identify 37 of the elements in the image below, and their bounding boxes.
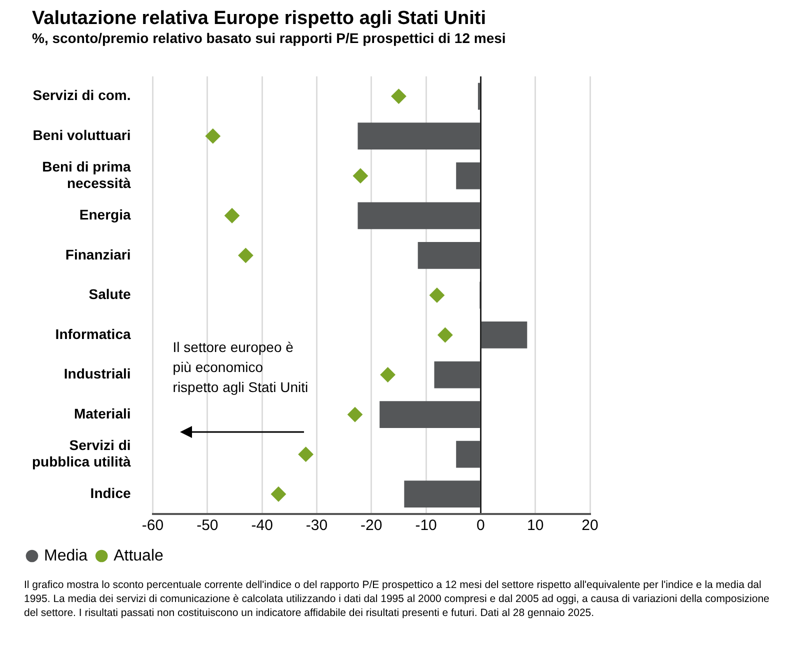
point xyxy=(224,208,240,224)
y-tick-label: Beni di prima necessità xyxy=(42,158,131,192)
point xyxy=(347,407,362,422)
y-tick-label: Indice xyxy=(90,484,131,501)
point xyxy=(298,446,314,462)
point xyxy=(238,248,254,263)
x-tick-label: -10 xyxy=(415,517,437,534)
x-tick-label: -20 xyxy=(360,517,382,534)
y-tick-label: Beni voluttuari xyxy=(32,126,131,143)
x-tick-label: 20 xyxy=(582,517,598,534)
text: Il grafico mostra lo sconto percentuale corrente dell'indice o del rapporto P/E prospettico a 12 mesi del settore rispetto all'equivalente per l'indice e la media dal 1995. La media dei servizi di comunicazione è calcolata utilizzando i dati dal 1995 al 2000 compresi e dal 2005 ad oggi, a causa di variazioni della composizione del settore. I risultati passati non costituiscono un indicatore affidabile dei risultati presenti e futuri. Dati al 28 gennaio 2025. xyxy=(24,578,770,620)
y-tick-label: Industriali xyxy=(64,366,131,382)
point xyxy=(205,128,220,144)
y-tick-label: Energia xyxy=(79,206,131,222)
y-tick-label: Servizi di pubblica utilità xyxy=(32,436,131,470)
y-tick-label: Informatica xyxy=(55,326,131,342)
point xyxy=(352,168,368,184)
x-tick-label: 10 xyxy=(527,517,544,534)
x-tick-label: 0 xyxy=(476,517,485,534)
chart-title: Valutazione relativa Europe rispetto agli Stati Uniti xyxy=(32,8,487,30)
point xyxy=(270,486,286,502)
legend-label: Attuale xyxy=(114,547,164,564)
point xyxy=(391,88,406,104)
legend-label: Media xyxy=(44,547,88,564)
x-tick-label: -30 xyxy=(306,517,328,534)
chart-subtitle: %, sconto/premio relativo basato sui rapporti P/E prospettici di 12 mesi xyxy=(32,30,507,46)
y-tick-label: Finanziari xyxy=(65,246,131,262)
x-tick-label: -40 xyxy=(251,517,273,534)
y-tick-label: Servizi di com. xyxy=(32,87,131,104)
x-tick-label: -60 xyxy=(142,517,164,534)
x-tick-label: -50 xyxy=(196,517,218,534)
point xyxy=(438,327,453,342)
y-tick-label: Salute xyxy=(88,286,131,302)
annotation: Il settore europeo è più economico rispetto agli Stati Uniti xyxy=(172,339,308,396)
point xyxy=(380,367,396,382)
point xyxy=(429,288,444,303)
y-tick-label: Materiali xyxy=(74,405,131,422)
